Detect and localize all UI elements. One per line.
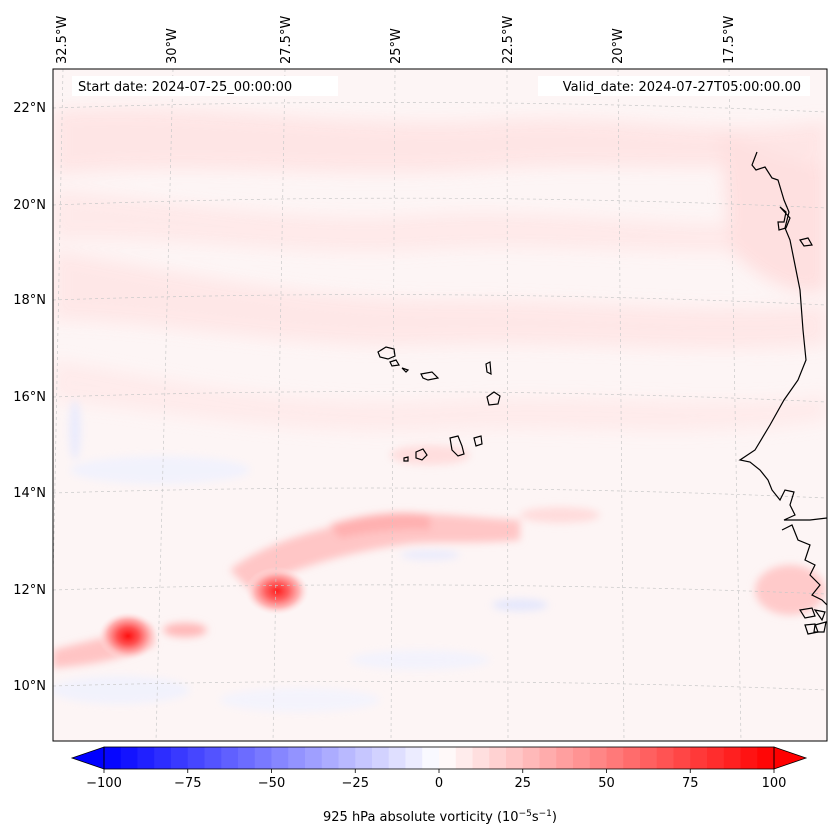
colorbar-segment (288, 747, 306, 769)
colorbar-segment (656, 747, 674, 769)
colorbar-tick-label: −75 (174, 776, 201, 791)
cape-verde-islands (377, 346, 501, 462)
colorbar-segment (573, 747, 591, 769)
colorbar-tick-label: 75 (682, 776, 699, 791)
colorbar-segment (623, 747, 641, 769)
lat-label: 14°N (13, 486, 46, 501)
colorbar-segment (372, 747, 390, 769)
colorbar-segment (673, 747, 691, 769)
graticule (53, 69, 827, 741)
colorbar-segment (305, 747, 323, 769)
lon-label: 17.5°W (722, 16, 737, 64)
colorbar-segment (522, 747, 540, 769)
colorbar-segment (422, 747, 440, 769)
lat-label: 16°N (13, 390, 46, 405)
colorbar-segment (104, 747, 122, 769)
lat-label: 18°N (13, 293, 46, 308)
vortex-11N-30W (98, 612, 158, 660)
colorbar-segment (120, 747, 138, 769)
colorbar-segment (757, 747, 775, 769)
colorbar-segment (254, 747, 272, 769)
colorbar-segment (321, 747, 339, 769)
valid-date-label: Valid_date: 2024-07-27T05:00:00.00 (563, 80, 801, 95)
vortex-12N-27W (245, 567, 309, 615)
colorbar-min-extend (70, 746, 105, 770)
colorbar-segment (707, 747, 725, 769)
colorbar-segment (506, 747, 524, 769)
colorbar-segment (489, 747, 507, 769)
colorbar-segment (690, 747, 708, 769)
map-panel: Start date: 2024-07-25_00:00:00 Valid_da… (52, 68, 828, 742)
colorbar-ticks: −100 −75 −50 −25 0 25 50 75 100 (86, 769, 786, 791)
colorbar-segment (238, 747, 256, 769)
colorbar-tick-label: 0 (435, 776, 443, 791)
lon-label: 32.5°W (55, 16, 70, 64)
colorbar-tick-label: 100 (762, 776, 787, 791)
lat-label: 10°N (13, 679, 46, 694)
colorbar-segment (204, 747, 222, 769)
colorbar-tick-label: −50 (258, 776, 285, 791)
colorbar-segment (137, 747, 155, 769)
lat-label: 22°N (13, 101, 46, 116)
colorbar-segment (740, 747, 758, 769)
colorbar-segment (539, 747, 557, 769)
colorbar-tick-label: 50 (598, 776, 615, 791)
colorbar-tick-label: −25 (342, 776, 369, 791)
colorbar-segment (338, 747, 356, 769)
lat-label: 20°N (13, 198, 46, 213)
colorbar-segments (104, 747, 775, 769)
colorbar-segment (355, 747, 373, 769)
colorbar-max-extend (773, 746, 808, 770)
colorbar-segment (723, 747, 741, 769)
lon-label: 30°W (165, 28, 180, 64)
colorbar-segment (221, 747, 239, 769)
vorticity-field (53, 69, 827, 741)
lon-label: 20°W (611, 28, 626, 64)
latitude-labels: 22°N 20°N 18°N 16°N 14°N 12°N 10°N (13, 101, 46, 694)
colorbar-tick-label: −100 (86, 776, 122, 791)
colorbar-segment (271, 747, 289, 769)
colorbar-label: 925 hPa absolute vorticity (10−5s−1) (323, 809, 557, 825)
colorbar-segment (472, 747, 490, 769)
coastline (738, 151, 827, 635)
colorbar-segment (154, 747, 172, 769)
colorbar-segment (171, 747, 189, 769)
colorbar-segment (556, 747, 574, 769)
longitude-labels: 32.5°W 30°W 27.5°W 25°W 22.5°W 20°W 17.5… (55, 16, 737, 64)
colorbar-segment (606, 747, 624, 769)
lon-label: 22.5°W (501, 16, 516, 64)
colorbar-segment (640, 747, 658, 769)
lon-label: 27.5°W (279, 16, 294, 64)
colorbar-segment (455, 747, 473, 769)
map-frame (52, 68, 828, 742)
colorbar-segment (405, 747, 423, 769)
start-date-label: Start date: 2024-07-25_00:00:00 (78, 80, 292, 95)
colorbar-segment (187, 747, 205, 769)
colorbar-segment (439, 747, 457, 769)
colorbar-tick-label: 25 (514, 776, 531, 791)
colorbar-segment (388, 747, 406, 769)
lat-label: 12°N (13, 583, 46, 598)
colorbar-segment (589, 747, 607, 769)
lon-label: 25°W (389, 28, 404, 64)
colorbar: −100 −75 −50 −25 0 25 50 75 100 925 hPa absolute… (70, 746, 808, 825)
